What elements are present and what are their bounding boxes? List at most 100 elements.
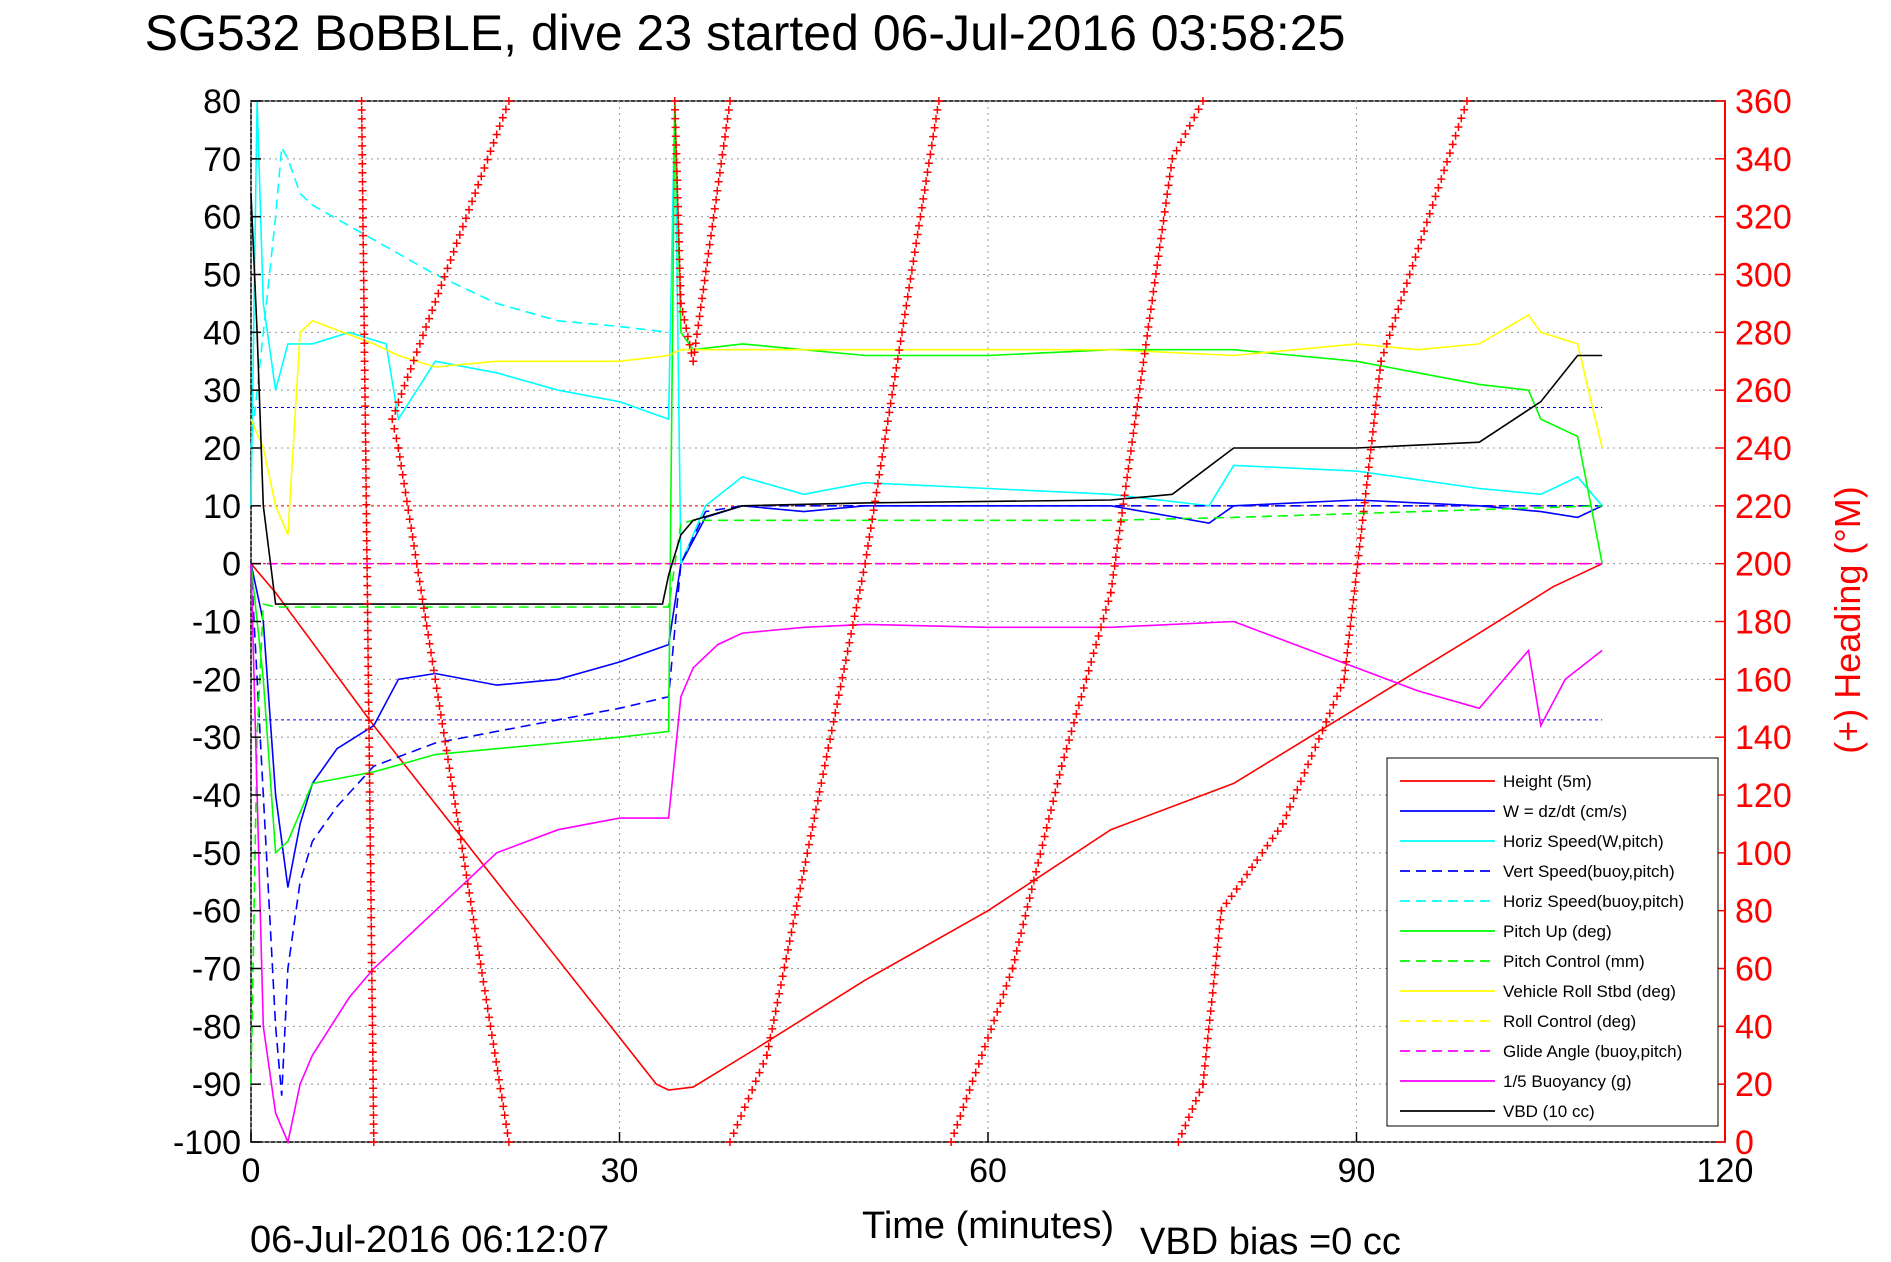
heading-marker bbox=[675, 246, 684, 255]
heading-marker bbox=[1445, 149, 1454, 158]
heading-marker bbox=[1248, 863, 1257, 872]
heading-marker bbox=[729, 1129, 738, 1138]
y-right-tick-label: 300 bbox=[1735, 257, 1792, 295]
heading-marker bbox=[886, 399, 895, 408]
heading-marker bbox=[403, 373, 412, 382]
heading-marker bbox=[451, 799, 460, 808]
heading-marker bbox=[872, 488, 881, 497]
y-right-tick-label: 140 bbox=[1735, 719, 1792, 757]
heading-marker bbox=[1278, 819, 1287, 828]
heading-marker bbox=[1402, 279, 1411, 288]
heading-marker bbox=[1118, 508, 1127, 517]
heading-marker bbox=[902, 301, 911, 310]
legend-label: Horiz Speed(buoy,pitch) bbox=[1503, 892, 1684, 911]
series-5-line bbox=[250, 100, 1603, 855]
heading-marker bbox=[755, 1068, 764, 1077]
heading-marker bbox=[360, 357, 369, 366]
heading-marker bbox=[366, 832, 375, 841]
heading-marker bbox=[673, 193, 682, 202]
heading-marker bbox=[455, 230, 464, 239]
heading-marker bbox=[440, 272, 449, 281]
heading-marker bbox=[1434, 183, 1443, 192]
heading-marker bbox=[888, 390, 897, 399]
heading-marker bbox=[676, 290, 685, 299]
heading-marker bbox=[917, 203, 926, 212]
heading-marker bbox=[796, 884, 805, 893]
heading-marker bbox=[1168, 154, 1177, 163]
heading-marker bbox=[397, 461, 406, 470]
heading-marker bbox=[962, 1094, 971, 1103]
heading-marker bbox=[1008, 964, 1017, 973]
heading-marker bbox=[778, 972, 787, 981]
heading-marker bbox=[810, 814, 819, 823]
heading-marker bbox=[1343, 648, 1352, 657]
heading-marker bbox=[915, 221, 923, 230]
legend: Height (5m) W = dz/dt (cm/s) Horiz Speed(W… bbox=[1386, 757, 1719, 1127]
heading-marker bbox=[1333, 692, 1341, 701]
heading-marker bbox=[721, 132, 729, 141]
heading-marker bbox=[489, 1040, 498, 1049]
heading-marker bbox=[907, 266, 916, 275]
heading-marker bbox=[748, 1086, 757, 1094]
x-tick-label: 120 bbox=[1697, 1152, 1754, 1190]
heading-marker bbox=[1420, 227, 1429, 236]
heading-marker bbox=[1084, 666, 1093, 675]
heading-marker bbox=[1067, 727, 1076, 736]
heading-marker bbox=[479, 977, 488, 986]
heading-marker bbox=[368, 1030, 377, 1039]
heading-marker bbox=[361, 456, 370, 464]
heading-marker bbox=[1162, 199, 1170, 208]
heading-marker bbox=[808, 823, 817, 831]
heading-marker bbox=[365, 743, 374, 752]
heading-marker bbox=[932, 114, 940, 123]
heading-marker bbox=[461, 862, 469, 871]
heading-marker bbox=[458, 222, 467, 231]
heading-marker bbox=[1199, 1080, 1207, 1089]
heading-marker bbox=[437, 281, 446, 290]
heading-marker bbox=[883, 417, 892, 426]
y-left-tick-label: -10 bbox=[192, 604, 241, 642]
heading-marker bbox=[483, 1004, 492, 1013]
heading-marker bbox=[1185, 121, 1194, 130]
heading-marker bbox=[1359, 507, 1368, 516]
y-left-tick-label: 80 bbox=[203, 83, 241, 121]
heading-marker bbox=[980, 1042, 989, 1051]
heading-marker bbox=[1358, 516, 1367, 525]
heading-marker bbox=[434, 289, 443, 298]
heading-marker bbox=[414, 568, 423, 577]
heading-marker bbox=[358, 204, 367, 213]
heading-marker bbox=[1222, 899, 1231, 908]
heading-marker bbox=[503, 1129, 512, 1138]
heading-marker bbox=[710, 204, 719, 213]
series-3-line bbox=[250, 504, 1603, 1096]
heading-marker bbox=[1258, 848, 1267, 857]
heading-marker bbox=[1388, 322, 1397, 331]
heading-marker bbox=[1099, 614, 1108, 623]
heading-marker bbox=[472, 933, 481, 942]
legend-label: Glide Angle (buoy,pitch) bbox=[1503, 1042, 1682, 1061]
heading-marker bbox=[366, 868, 375, 877]
heading-marker bbox=[689, 357, 698, 366]
heading-marker bbox=[493, 1066, 502, 1075]
heading-marker bbox=[1210, 970, 1219, 979]
heading-marker bbox=[1354, 551, 1363, 560]
heading-marker bbox=[1136, 376, 1145, 385]
y-right-tick-label: 340 bbox=[1735, 141, 1792, 179]
heading-marker bbox=[1141, 340, 1150, 349]
heading-marker bbox=[501, 105, 510, 114]
heading-marker bbox=[362, 491, 371, 500]
heading-marker bbox=[836, 682, 845, 691]
heading-marker bbox=[499, 1102, 508, 1111]
heading-marker bbox=[434, 693, 443, 702]
heading-marker bbox=[903, 292, 912, 301]
heading-marker bbox=[812, 805, 820, 814]
heading-marker bbox=[1422, 218, 1431, 227]
heading-marker bbox=[1145, 314, 1154, 323]
heading-marker bbox=[1200, 1061, 1209, 1070]
heading-marker bbox=[733, 1120, 742, 1129]
heading-marker bbox=[700, 276, 709, 285]
heading-marker bbox=[367, 904, 376, 913]
heading-marker bbox=[673, 176, 682, 185]
heading-marker bbox=[1152, 269, 1160, 278]
heading-marker bbox=[1425, 209, 1434, 218]
